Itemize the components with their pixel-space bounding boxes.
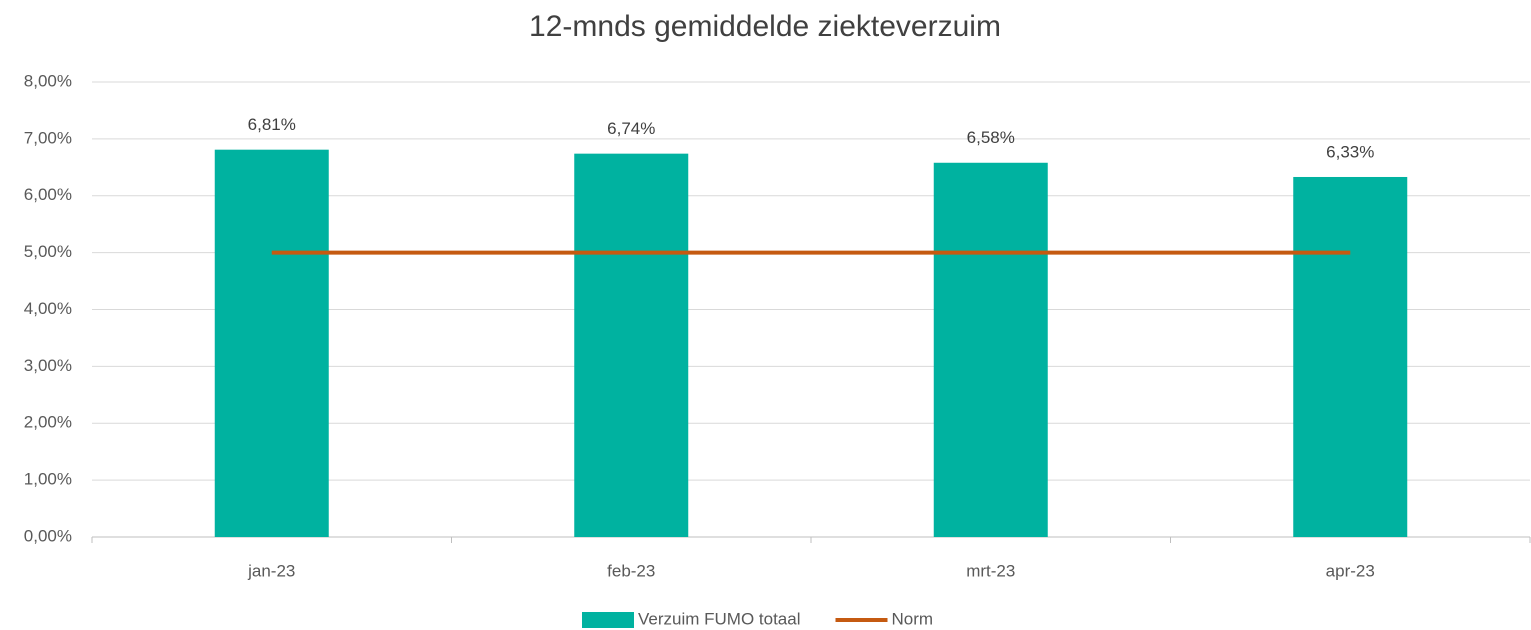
y-tick-label: 7,00% [24, 128, 72, 147]
y-tick-label: 6,00% [24, 185, 72, 204]
legend-swatch [582, 612, 634, 628]
x-tick-label: apr-23 [1326, 561, 1375, 580]
y-tick-label: 2,00% [24, 413, 72, 432]
y-tick-label: 1,00% [24, 470, 72, 489]
x-tick-label: feb-23 [607, 561, 655, 580]
data-label: 6,33% [1326, 142, 1374, 161]
data-label: 6,58% [967, 128, 1015, 147]
y-tick-label: 5,00% [24, 242, 72, 261]
y-tick-label: 4,00% [24, 299, 72, 318]
x-tick-label: jan-23 [247, 561, 295, 580]
data-label: 6,74% [607, 119, 655, 138]
y-tick-label: 8,00% [24, 71, 72, 90]
chart-title: 12-mnds gemiddelde ziekteverzuim [529, 10, 1001, 43]
x-tick-label: mrt-23 [966, 561, 1015, 580]
bar [1293, 176, 1408, 537]
y-tick-label: 0,00% [24, 526, 72, 545]
data-label: 6,81% [248, 115, 296, 134]
bar [933, 162, 1048, 537]
legend-label: Verzuim FUMO totaal [638, 609, 801, 628]
legend-label: Norm [892, 609, 934, 628]
bar [574, 153, 689, 537]
bar [214, 149, 329, 537]
y-tick-label: 3,00% [24, 356, 72, 375]
